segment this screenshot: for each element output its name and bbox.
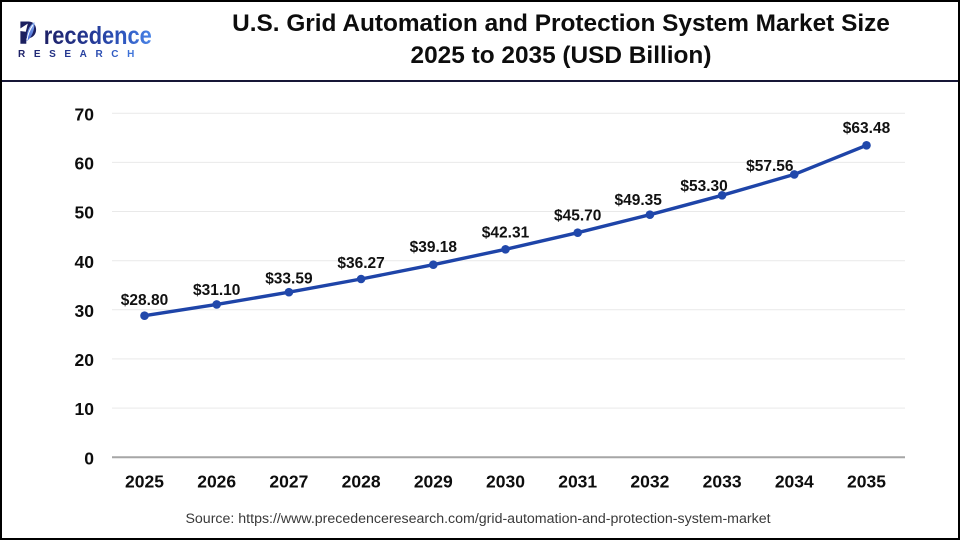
svg-text:2032: 2032 (630, 472, 669, 492)
svg-text:2028: 2028 (342, 472, 381, 492)
svg-text:2026: 2026 (197, 472, 236, 492)
svg-text:$39.18: $39.18 (410, 239, 458, 256)
svg-text:$45.70: $45.70 (554, 207, 601, 224)
svg-text:0: 0 (84, 448, 94, 468)
svg-text:2031: 2031 (558, 472, 597, 492)
svg-text:10: 10 (75, 399, 95, 419)
svg-text:2027: 2027 (269, 472, 308, 492)
svg-text:$49.35: $49.35 (614, 192, 662, 209)
svg-text:Source: https://www.precedence: Source: https://www.precedenceresearch.c… (185, 511, 770, 527)
svg-text:2035: 2035 (847, 472, 886, 492)
svg-text:40: 40 (75, 252, 95, 272)
svg-text:30: 30 (75, 301, 95, 321)
svg-text:$42.31: $42.31 (482, 224, 530, 241)
svg-text:60: 60 (75, 154, 95, 174)
svg-text:$36.27: $36.27 (337, 255, 384, 272)
svg-text:2033: 2033 (703, 472, 742, 492)
svg-text:2025: 2025 (125, 472, 164, 492)
svg-text:2029: 2029 (414, 472, 453, 492)
svg-text:$57.56: $57.56 (746, 158, 794, 175)
svg-text:70: 70 (75, 104, 95, 124)
svg-text:20: 20 (75, 350, 95, 370)
svg-text:$33.59: $33.59 (265, 271, 313, 288)
svg-text:$63.48: $63.48 (843, 120, 891, 137)
svg-text:$53.30: $53.30 (680, 178, 727, 195)
svg-text:50: 50 (75, 203, 95, 223)
svg-text:2034: 2034 (775, 472, 814, 492)
svg-text:2030: 2030 (486, 472, 525, 492)
svg-text:RESEARCH: RESEARCH (18, 49, 143, 60)
svg-text:$28.80: $28.80 (121, 292, 168, 309)
svg-text:recedence: recedence (44, 22, 152, 50)
svg-text:$31.10: $31.10 (193, 282, 240, 299)
